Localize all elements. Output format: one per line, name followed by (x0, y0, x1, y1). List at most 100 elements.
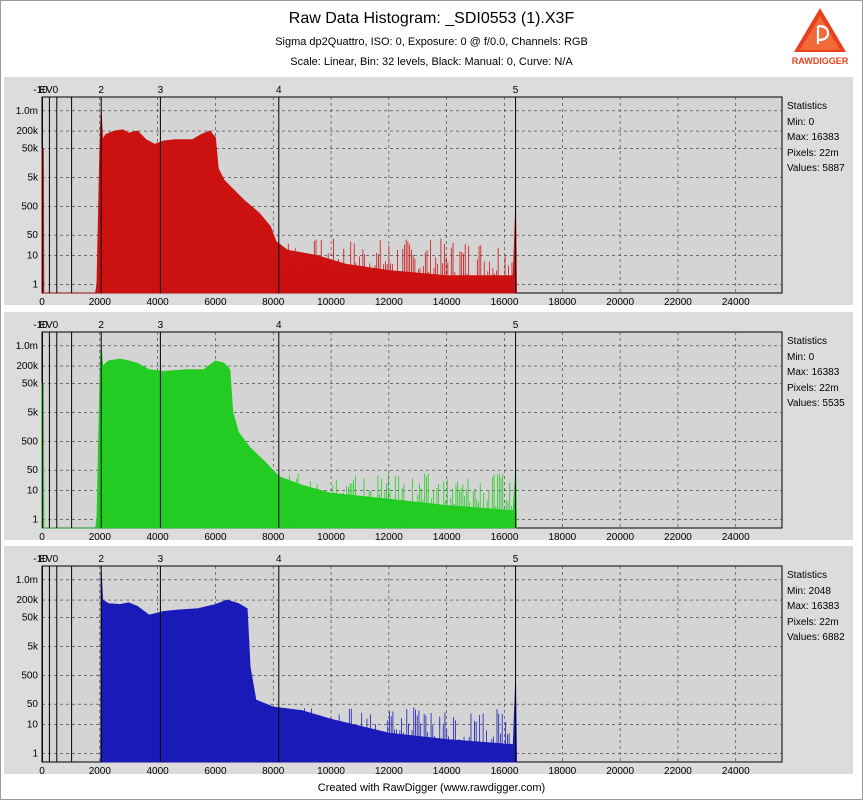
histogram-plot-red: 1.0m 200k 50k 5k 500 50 10 10 2000 4000 6000 8000 10… (16, 85, 783, 305)
x-tick-label: 12000 (375, 297, 403, 305)
histogram-panel-blue: 1.0m 200k 50k 5k 500 50 10 1 0 2000 4000 6000 8000 10… (4, 546, 853, 774)
ev-marker-label: EV0 (39, 320, 58, 331)
stats-min: Min: 0 (787, 351, 815, 363)
stats-pixels: Pixels: 22m (787, 147, 839, 159)
ev-marker-label: 2 (98, 320, 104, 331)
histogram-plot-green: 1.0m 200k 50k 5k 500 50 10 10 2000 4000 6000 8000 10… (16, 320, 783, 540)
statistics-red: Statistics Min: 0 Max: 16383 Pixels: 22m… (787, 99, 853, 177)
y-tick-label: 1.0m (16, 106, 38, 117)
x-tick-label: 24000 (722, 532, 750, 540)
histogram-plot-blue: 1.0m 200k 50k 5k 500 50 10 10 2000 4000 6000 8000 10… (16, 554, 783, 774)
y-tick-label: 50 (27, 230, 39, 241)
ev-marker-label: 4 (276, 85, 282, 96)
ev-marker-label: 5 (513, 554, 519, 565)
x-tick-label: 8000 (262, 532, 285, 540)
x-tick-label: 4000 (147, 532, 170, 540)
ev-marker-label: 3 (158, 554, 164, 565)
histogram-panel-red: 1.0m 200k 50k 5k 500 50 10 1 0 2000 4000 6000 8000 10… (4, 77, 853, 305)
rawdigger-logo-icon: RAWDIGGER (788, 6, 852, 68)
y-tick-label: 500 (21, 670, 38, 681)
y-tick-label: 10 (27, 485, 39, 496)
ev-marker-label: 4 (276, 554, 282, 565)
y-tick-label: 50k (22, 378, 39, 389)
x-tick-label: 10000 (317, 766, 345, 774)
stats-pixels: Pixels: 22m (787, 616, 839, 628)
x-tick-label: 22000 (664, 297, 692, 305)
ev-marker-label: -10 (33, 85, 48, 96)
x-tick-label: 24000 (722, 766, 750, 774)
y-tick-label: 1.0m (16, 341, 38, 352)
statistics-blue: Statistics Min: 2048 Max: 16383 Pixels: … (787, 568, 853, 646)
x-tick-label: 4000 (147, 297, 170, 305)
stats-max: Max: 16383 (787, 601, 840, 612)
x-tick-label: 16000 (491, 532, 519, 540)
x-tick-label: 22000 (664, 766, 692, 774)
x-tick-label: 18000 (548, 532, 576, 540)
chart-title: Raw Data Histogram: _SDI0553 (1).X3F (288, 10, 575, 27)
ev-marker-label: 2 (98, 85, 104, 96)
y-tick-label: 200k (16, 126, 39, 137)
ev-marker-label: 3 (158, 85, 164, 96)
stats-title: Statistics (787, 570, 828, 581)
stats-max: Max: 16383 (787, 132, 840, 143)
x-tick-label: 14000 (433, 297, 461, 305)
y-tick-label: 50k (22, 143, 39, 154)
x-tick-label: 18000 (548, 297, 576, 305)
ev-marker-label: EV0 (39, 554, 58, 565)
scale-settings: Scale: Linear, Bin: 32 levels, Black: Ma… (290, 56, 573, 68)
y-tick-label: 200k (16, 361, 39, 372)
x-tick-label: 10000 (317, 297, 345, 305)
ev-marker-label: EV0 (39, 85, 58, 96)
y-tick-label: 5k (27, 641, 39, 652)
x-tick-label: 0 (39, 297, 45, 305)
y-tick-label: 200k (16, 595, 39, 606)
y-tick-label: 1 (32, 514, 38, 525)
y-tick-label: 5k (27, 172, 39, 183)
stats-pixels: Pixels: 22m (787, 382, 839, 394)
x-tick-label: 20000 (606, 766, 634, 774)
y-tick-label: 500 (21, 436, 38, 447)
x-tick-label: 6000 (204, 766, 227, 774)
stats-min: Min: 0 (787, 116, 815, 128)
x-tick-label: 16000 (491, 297, 519, 305)
statistics-green: Statistics Min: 0 Max: 16383 Pixels: 22m… (787, 334, 853, 412)
y-tick-label: 50 (27, 465, 39, 476)
x-tick-label: 20000 (606, 532, 634, 540)
x-tick-label: 20000 (606, 297, 634, 305)
y-tick-label: 1 (32, 748, 38, 759)
histogram-panel-green: 1.0m 200k 50k 5k 500 50 10 1 0 2000 4000 6000 8000 10… (4, 312, 853, 540)
y-tick-label: 10 (27, 719, 39, 730)
stats-title: Statistics (787, 101, 828, 112)
y-tick-label: 50k (22, 612, 39, 623)
x-tick-label: 0 (39, 766, 45, 774)
x-tick-label: 24000 (722, 297, 750, 305)
x-tick-label: 2000 (89, 297, 112, 305)
ev-marker-label: -10 (33, 554, 48, 565)
y-tick-label: 500 (21, 201, 38, 212)
x-tick-label: 2000 (89, 766, 112, 774)
stats-values: Values: 5887 (787, 163, 845, 174)
y-tick-label: 10 (27, 250, 39, 261)
ev-marker-label: 5 (513, 320, 519, 331)
logo-text: RAWDIGGER (792, 56, 849, 66)
x-tick-label: 6000 (204, 532, 227, 540)
x-tick-label: 8000 (262, 766, 285, 774)
x-tick-label: 8000 (262, 297, 285, 305)
stats-title: Statistics (787, 336, 828, 347)
footer-credit: Created with RawDigger (www.rawdigger.co… (317, 782, 546, 794)
camera-info: Sigma dp2Quattro, ISO: 0, Exposure: 0 @ … (275, 36, 588, 48)
stats-min: Min: 2048 (787, 585, 831, 597)
x-tick-label: 18000 (548, 766, 576, 774)
ev-marker-label: 5 (513, 85, 519, 96)
x-tick-label: 14000 (433, 766, 461, 774)
x-tick-label: 12000 (375, 766, 403, 774)
x-tick-label: 10000 (317, 532, 345, 540)
x-tick-label: 2000 (89, 532, 112, 540)
ev-marker-label: 2 (98, 554, 104, 565)
ev-marker-label: 3 (158, 320, 164, 331)
x-tick-label: 0 (39, 532, 45, 540)
y-tick-label: 1.0m (16, 575, 38, 586)
ev-marker-label: -10 (33, 320, 48, 331)
x-tick-label: 14000 (433, 532, 461, 540)
x-tick-label: 22000 (664, 532, 692, 540)
